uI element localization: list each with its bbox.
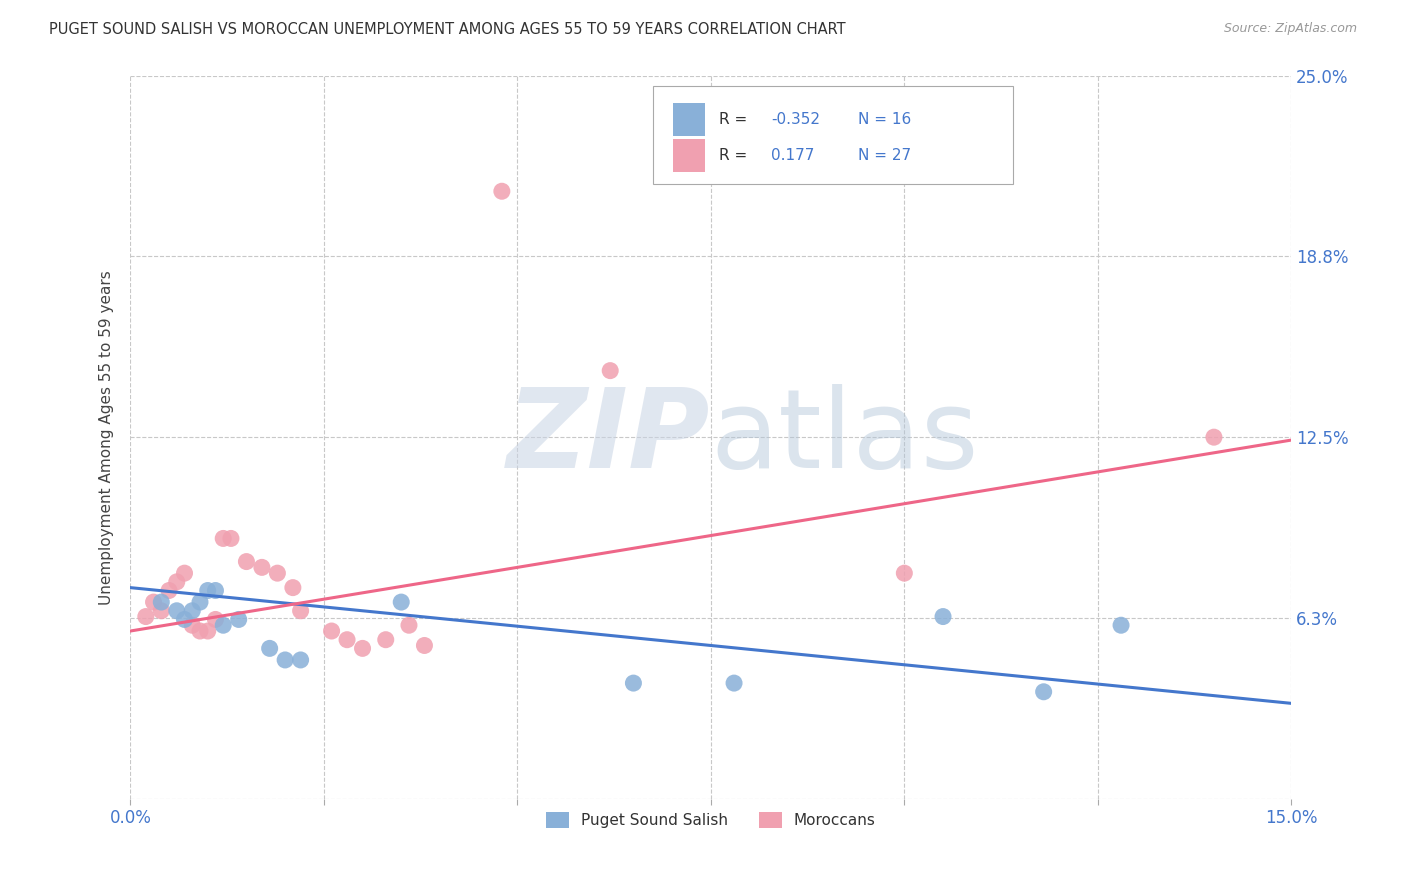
Point [197,583,219,598]
Text: R =: R = [718,112,747,127]
Y-axis label: Unemployment Among Ages 55 to 59 years: Unemployment Among Ages 55 to 59 years [100,269,114,605]
Point [181,604,204,618]
Point [166,604,188,618]
FancyBboxPatch shape [672,103,704,136]
Point [173,612,195,626]
Point [723,676,745,690]
Point [150,604,173,618]
Point [250,560,273,574]
Point [188,595,211,609]
Point [204,583,226,598]
Point [274,653,297,667]
Text: 0.177: 0.177 [772,148,814,163]
Point [142,595,165,609]
Point [150,595,173,609]
Point [157,583,180,598]
Point [181,618,204,632]
Point [623,676,645,690]
Point [336,632,359,647]
Point [219,532,242,546]
Legend: Puget Sound Salish, Moroccans: Puget Sound Salish, Moroccans [540,806,882,835]
Point [228,612,250,626]
Point [1032,685,1054,699]
Point [398,618,420,632]
Point [413,639,436,653]
Point [281,581,304,595]
Point [491,184,513,198]
Point [212,618,235,632]
Point [266,566,288,581]
Point [1109,618,1132,632]
Text: N = 27: N = 27 [858,148,911,163]
Point [235,555,257,569]
Text: R =: R = [718,148,747,163]
Point [197,624,219,638]
Point [374,632,396,647]
Point [599,364,621,378]
Point [893,566,915,581]
Text: atlas: atlas [711,384,980,491]
Point [389,595,412,609]
Point [352,641,374,656]
Text: PUGET SOUND SALISH VS MOROCCAN UNEMPLOYMENT AMONG AGES 55 TO 59 YEARS CORRELATIO: PUGET SOUND SALISH VS MOROCCAN UNEMPLOYM… [49,22,846,37]
Text: -0.352: -0.352 [772,112,820,127]
Text: Source: ZipAtlas.com: Source: ZipAtlas.com [1223,22,1357,36]
Text: ZIP: ZIP [508,384,711,491]
Point [212,532,235,546]
Point [259,641,281,656]
Point [166,574,188,589]
FancyBboxPatch shape [652,87,1012,184]
Point [932,609,955,624]
FancyBboxPatch shape [672,139,704,172]
Text: N = 16: N = 16 [858,112,911,127]
Point [290,653,312,667]
Point [1202,430,1225,444]
Point [188,624,211,638]
Point [204,612,226,626]
Point [290,604,312,618]
Point [135,609,157,624]
Point [321,624,343,638]
Point [173,566,195,581]
